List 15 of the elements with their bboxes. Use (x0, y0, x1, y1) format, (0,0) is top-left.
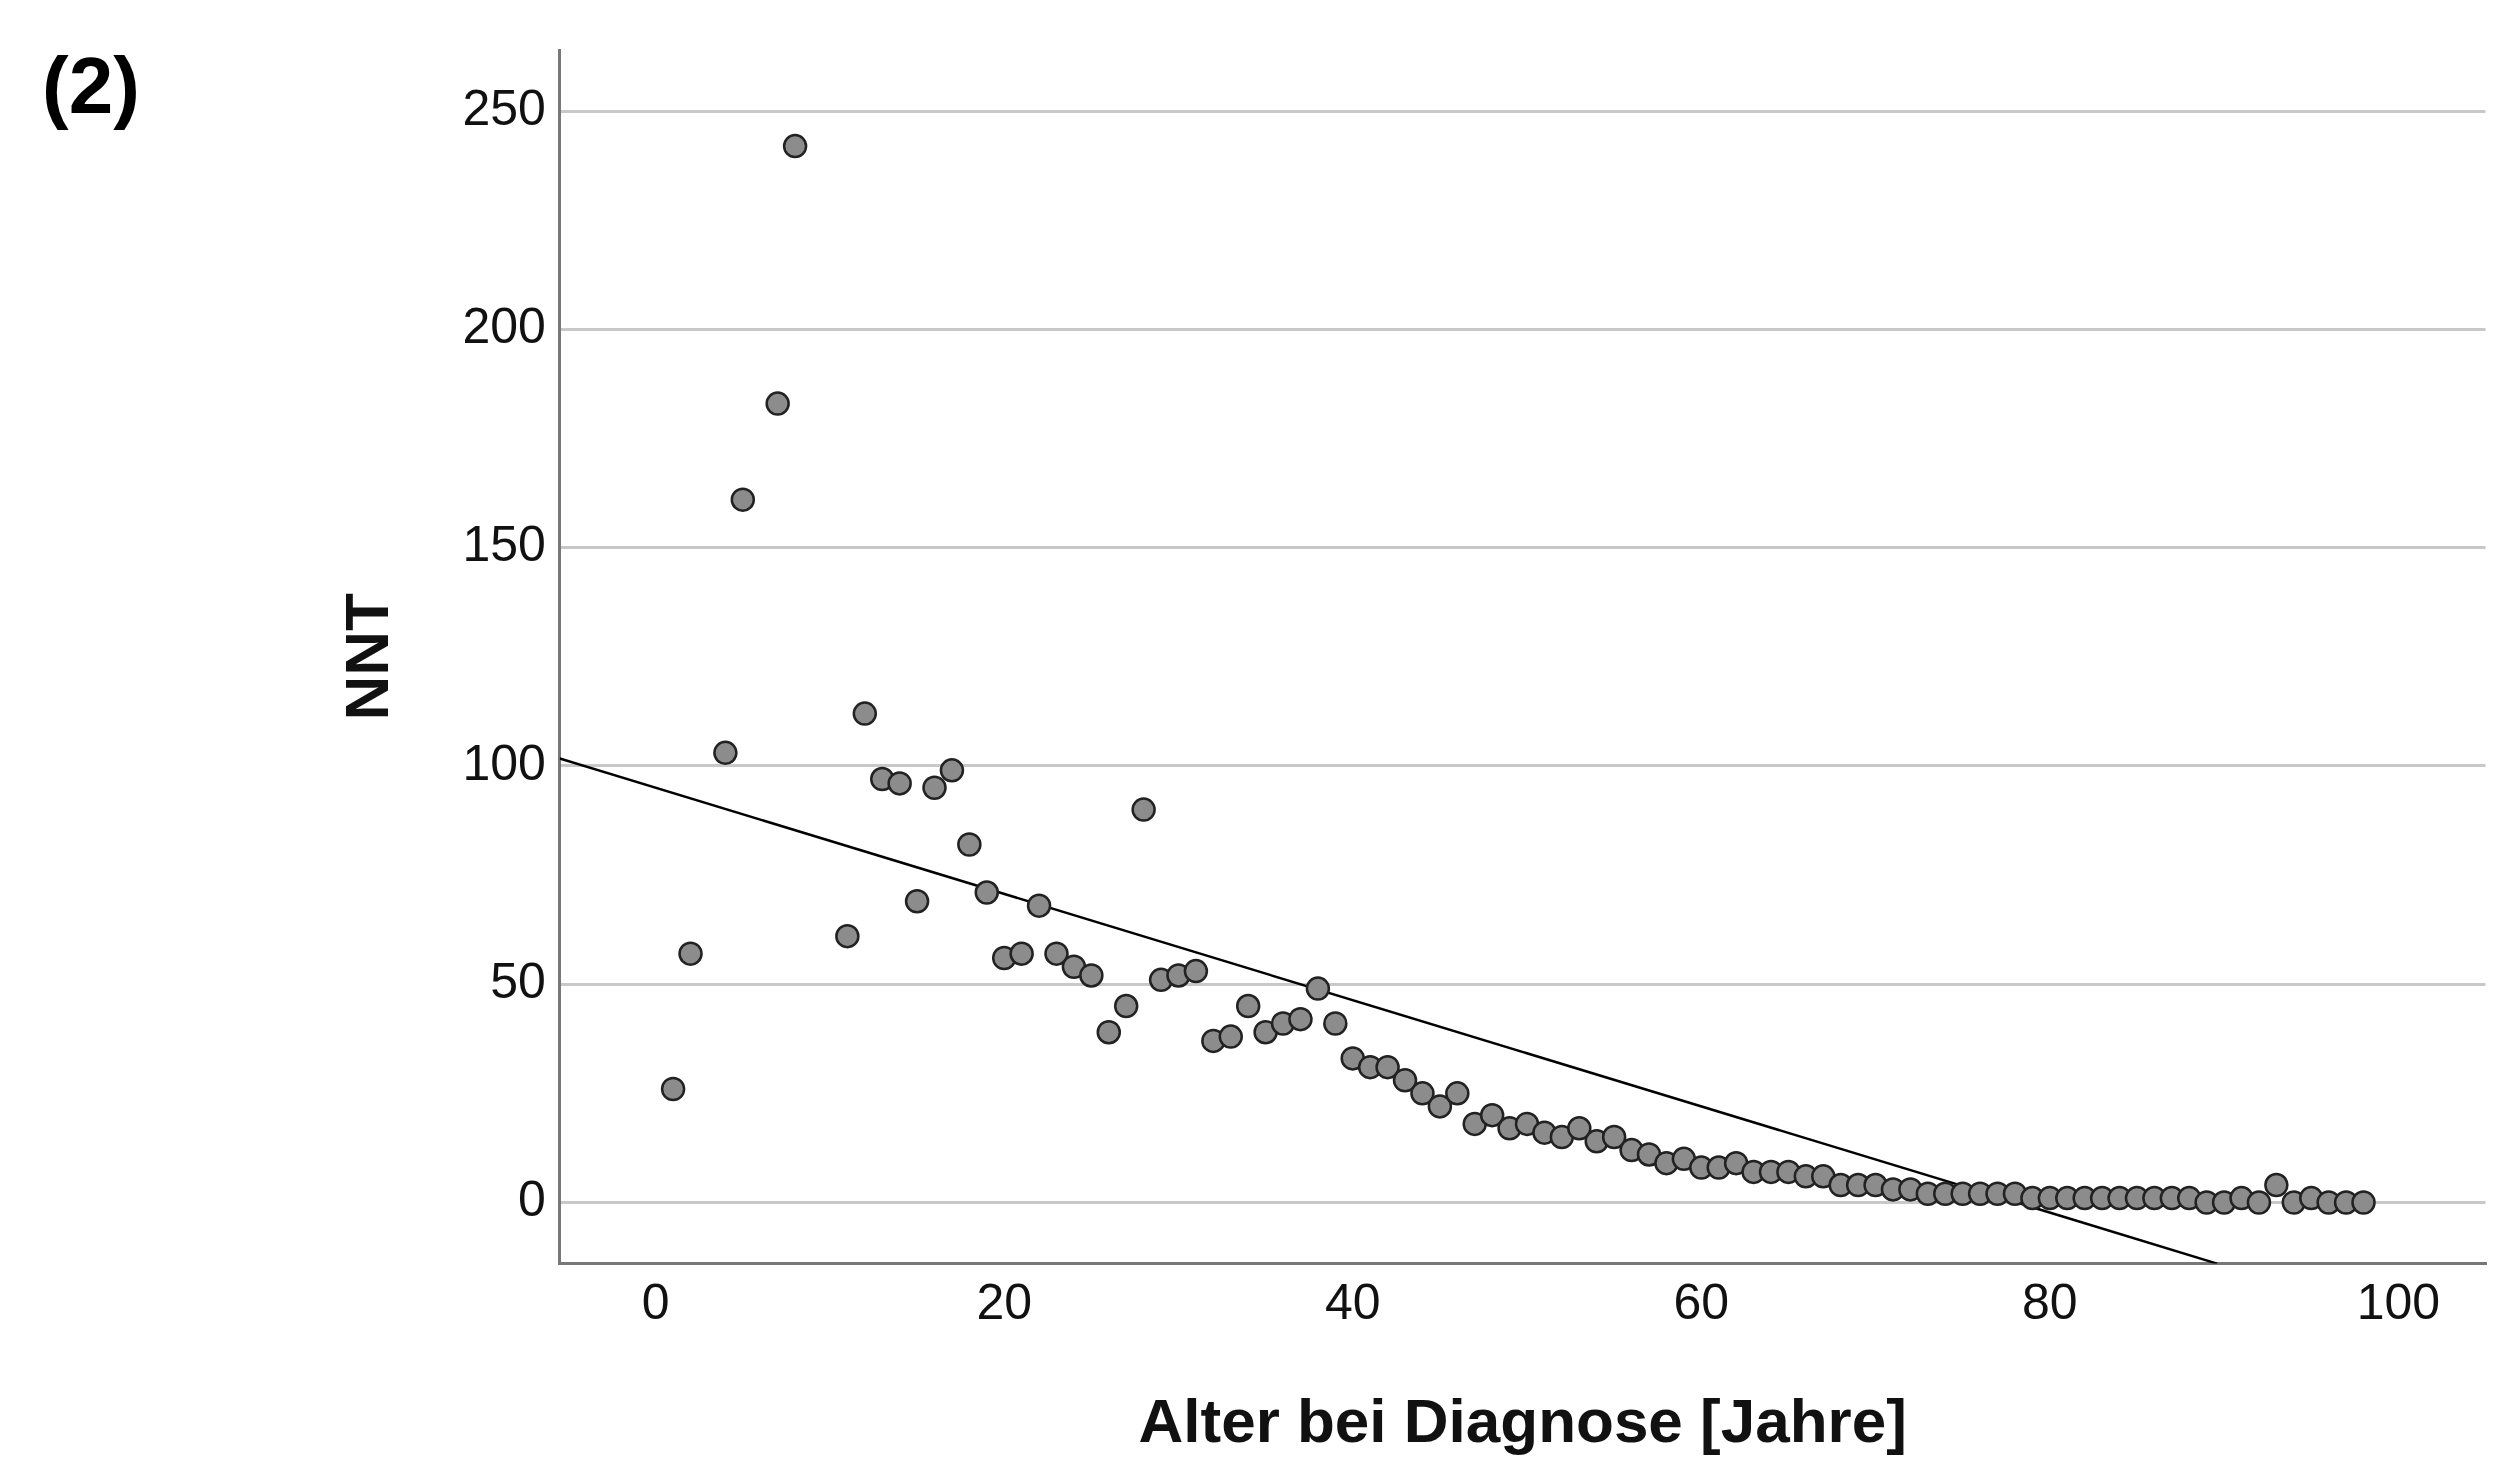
x-axis-title: Alter bei Diagnose [Jahre] (1138, 1385, 1907, 1455)
x-tick-label: 20 (976, 1274, 1033, 1331)
y-tick-label: 250 (462, 79, 546, 136)
x-tick-label: 100 (2356, 1274, 2441, 1331)
x-tick-label: 0 (641, 1274, 670, 1331)
y-axis-title: NNT (332, 592, 402, 721)
y-tick-label: 100 (462, 734, 546, 791)
y-tick-label: 200 (462, 298, 546, 355)
y-tick-label: 150 (462, 516, 546, 573)
x-tick-label: 60 (1673, 1274, 1730, 1331)
y-tick-label: 0 (518, 1171, 546, 1228)
x-tick-label: 80 (2022, 1274, 2078, 1331)
y-tick-label: 50 (490, 952, 546, 1009)
chart-title: (2) (42, 40, 140, 132)
x-tick-label: 40 (1324, 1274, 1381, 1331)
